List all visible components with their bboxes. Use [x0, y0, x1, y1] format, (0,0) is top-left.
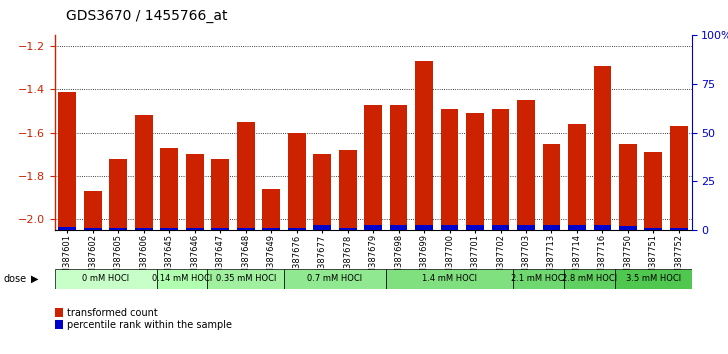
Bar — [593, 225, 612, 230]
Bar — [186, 228, 204, 230]
Bar — [517, 100, 535, 230]
Bar — [386, 269, 513, 289]
Text: 0 mM HOCl: 0 mM HOCl — [82, 274, 129, 283]
Bar — [135, 115, 153, 230]
Bar — [84, 228, 102, 230]
Bar — [615, 269, 692, 289]
Bar — [160, 228, 178, 230]
Bar — [440, 225, 459, 230]
Bar — [211, 228, 229, 230]
Bar — [466, 113, 484, 230]
Bar — [364, 105, 382, 230]
Bar — [466, 225, 484, 230]
Bar — [313, 225, 331, 230]
Bar — [415, 225, 433, 230]
Text: 2.8 mM HOCl: 2.8 mM HOCl — [562, 274, 617, 283]
Bar — [109, 228, 127, 230]
Bar — [364, 225, 382, 230]
Text: 2.1 mM HOCl: 2.1 mM HOCl — [511, 274, 566, 283]
Bar — [513, 269, 564, 289]
Bar — [542, 144, 561, 230]
Bar — [288, 228, 306, 230]
Bar — [619, 144, 637, 230]
Text: percentile rank within the sample: percentile rank within the sample — [67, 320, 232, 330]
Bar — [619, 226, 637, 230]
Bar — [284, 269, 386, 289]
Bar — [84, 191, 102, 230]
Bar — [644, 152, 662, 230]
Bar — [670, 228, 688, 230]
Bar — [262, 189, 280, 230]
Bar — [491, 109, 510, 230]
Bar — [211, 159, 229, 230]
Text: dose: dose — [4, 274, 27, 284]
Bar — [288, 133, 306, 230]
Bar — [415, 61, 433, 230]
Text: transformed count: transformed count — [67, 308, 158, 318]
Bar — [237, 228, 255, 230]
Bar — [109, 159, 127, 230]
Bar — [568, 124, 586, 230]
Bar — [313, 154, 331, 230]
Bar — [542, 225, 561, 230]
Bar — [58, 92, 76, 230]
Bar — [389, 105, 408, 230]
Bar — [568, 225, 586, 230]
Bar — [593, 66, 612, 230]
Text: 0.35 mM HOCl: 0.35 mM HOCl — [215, 274, 276, 283]
Text: 3.5 mM HOCl: 3.5 mM HOCl — [626, 274, 681, 283]
Text: 1.4 mM HOCl: 1.4 mM HOCl — [422, 274, 477, 283]
Text: ▶: ▶ — [31, 274, 38, 284]
Bar — [491, 225, 510, 230]
Bar — [186, 154, 204, 230]
Bar — [157, 269, 207, 289]
Bar — [389, 225, 408, 230]
Bar — [135, 228, 153, 230]
Bar — [644, 228, 662, 230]
Text: 0.7 mM HOCl: 0.7 mM HOCl — [307, 274, 363, 283]
Bar — [517, 225, 535, 230]
Text: 0.14 mM HOCl: 0.14 mM HOCl — [152, 274, 212, 283]
Bar — [262, 228, 280, 230]
Bar — [670, 126, 688, 230]
Bar — [339, 228, 357, 230]
Bar — [440, 109, 459, 230]
Bar — [237, 122, 255, 230]
Bar — [58, 227, 76, 230]
Text: GDS3670 / 1455766_at: GDS3670 / 1455766_at — [66, 9, 227, 23]
Bar — [339, 150, 357, 230]
Bar — [207, 269, 284, 289]
Bar — [160, 148, 178, 230]
Bar — [55, 269, 157, 289]
Bar — [564, 269, 615, 289]
